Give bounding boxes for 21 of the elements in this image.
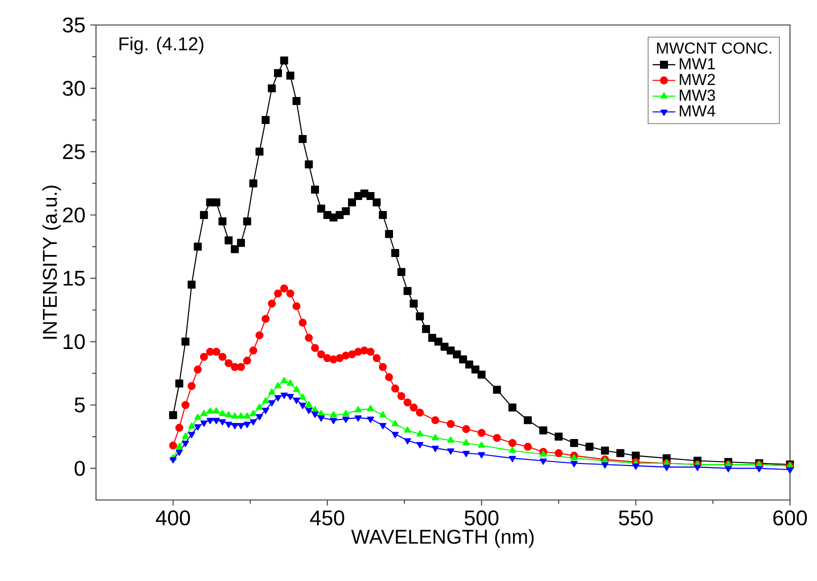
legend-title: MWCNT CONC. [657, 42, 772, 54]
y-tick-label: 5 [74, 398, 85, 412]
y-tick-label: 10 [64, 334, 85, 350]
x-tick-label: 600 [773, 510, 807, 526]
legend-label: MW2 [680, 74, 715, 85]
x-axis-title: WAVELENGTH (nm) [351, 529, 534, 548]
y-tick-label: 30 [62, 80, 85, 96]
y-tick-label: 20 [63, 207, 85, 223]
x-tick-label: 450 [310, 510, 344, 526]
legend-label: MW3 [680, 90, 715, 101]
y-tick-label: 25 [63, 144, 85, 160]
x-tick-label: 500 [464, 510, 498, 526]
y-tick-label: 15 [64, 270, 85, 286]
y-axis-title: INTENSITY (a.u.) [42, 186, 61, 339]
legend-label: MW1 [680, 58, 715, 70]
annotation: Fig. (4.12) [120, 36, 204, 54]
x-tick-label: 550 [618, 510, 653, 526]
y-tick-label: 35 [62, 17, 85, 33]
legend-label: MW4 [680, 105, 716, 116]
x-tick-label: 400 [156, 510, 190, 526]
y-tick-label: 0 [74, 460, 85, 476]
